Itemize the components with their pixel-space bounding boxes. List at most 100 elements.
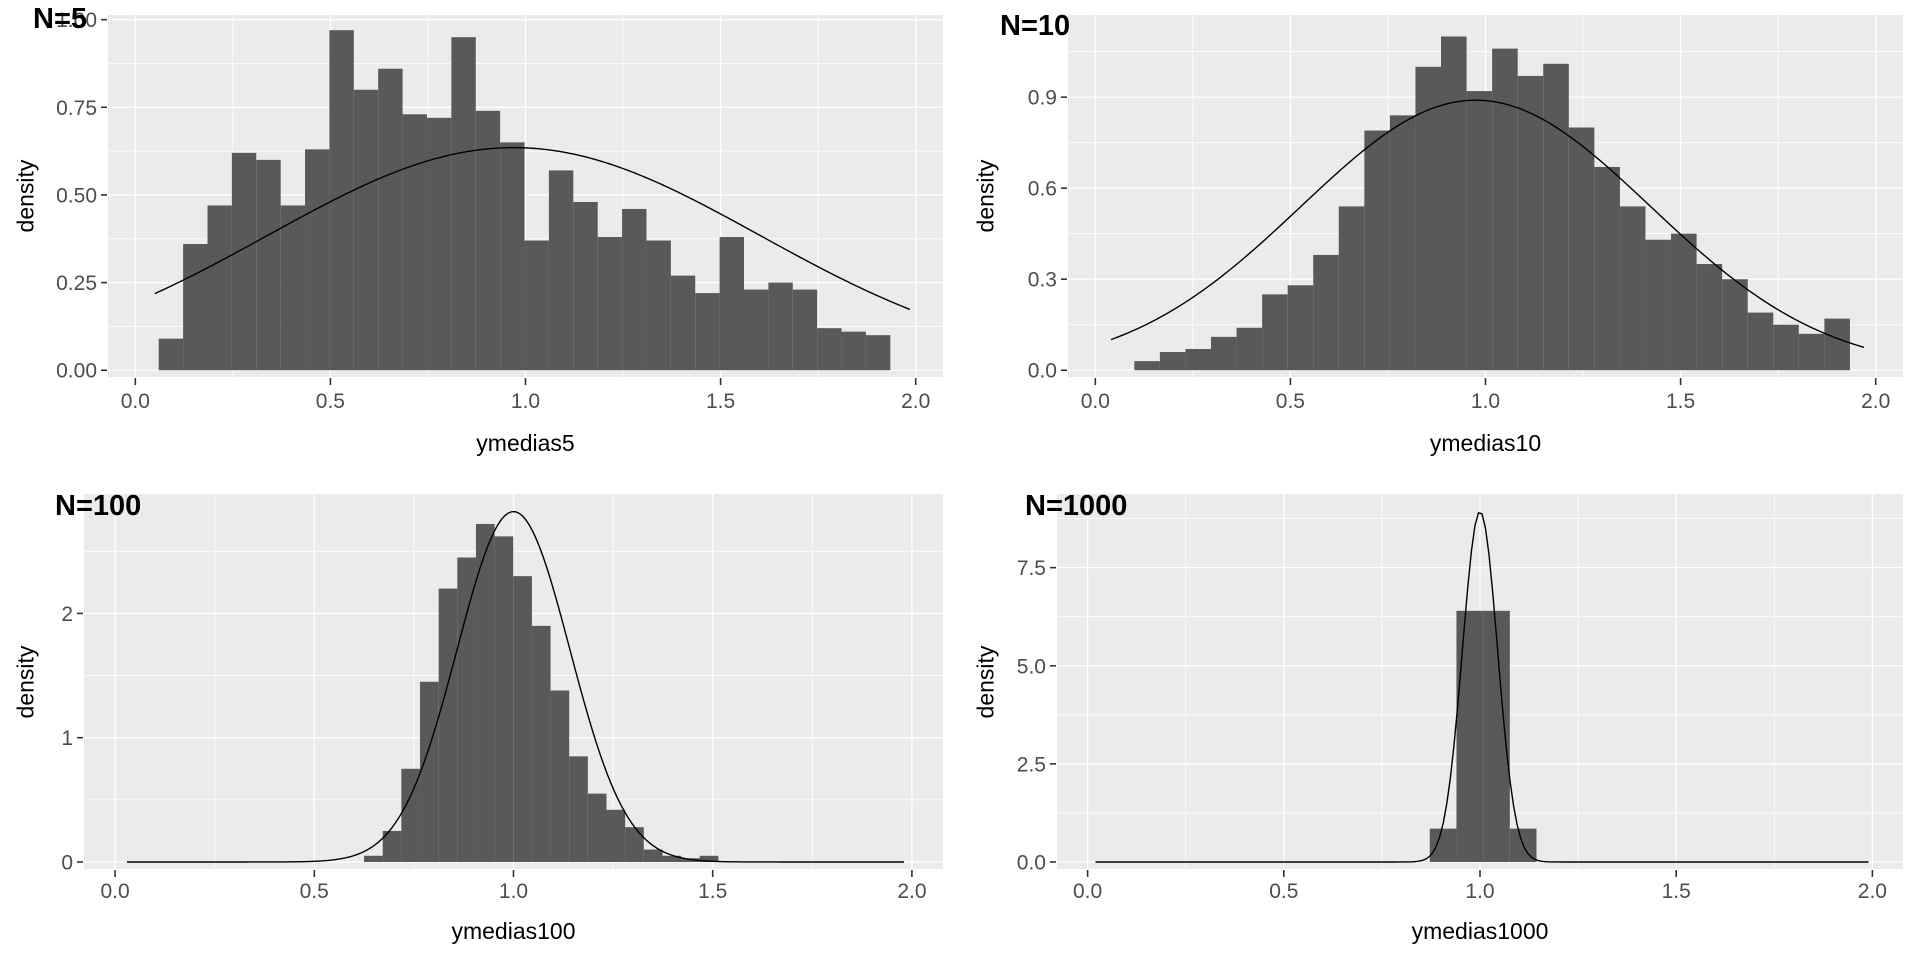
histogram-bar bbox=[643, 849, 663, 862]
panel-title-n100: N=100 bbox=[55, 490, 142, 522]
histogram-bar bbox=[1415, 66, 1442, 371]
histogram-bar bbox=[475, 110, 501, 371]
x-tick-label: 0.5 bbox=[316, 390, 345, 413]
panel-n5-plot: 0.0 0.5 1.0 1.5 2.0 0.00 0.25 0.50 0.75 1.00 bbox=[56, 9, 943, 413]
histogram-bar bbox=[451, 37, 476, 371]
x-tick-label: 2.0 bbox=[897, 880, 926, 903]
y-tick-label: 5.0 bbox=[1017, 655, 1046, 678]
histogram-bar bbox=[457, 557, 476, 862]
panel-n100-plot: 0.0 0.5 1.0 1.5 2.0 0 1 2 bbox=[61, 494, 943, 903]
x-tick-label: 1.5 bbox=[1666, 390, 1695, 413]
histogram-bar bbox=[1747, 312, 1774, 371]
histogram-bar bbox=[744, 289, 769, 371]
y-tick-label: 0 bbox=[61, 851, 73, 874]
histogram-bar bbox=[500, 142, 525, 371]
y-tick-label: 0.3 bbox=[1028, 269, 1057, 292]
x-axis-title-ymedias5: ymedias5 bbox=[476, 430, 575, 456]
y-tick-label: 1.00 bbox=[56, 9, 97, 32]
histogram-bar bbox=[402, 114, 427, 371]
histogram-bar bbox=[1287, 285, 1314, 371]
histogram-bar bbox=[1236, 327, 1263, 371]
y-tick-label: 2.5 bbox=[1017, 753, 1046, 776]
histogram-bar bbox=[646, 240, 671, 371]
y-tick-label: 7.5 bbox=[1017, 557, 1046, 580]
histogram-bar bbox=[792, 289, 818, 371]
y-tick-label: 0.50 bbox=[56, 184, 97, 207]
y-tick-label: 1 bbox=[61, 727, 73, 750]
x-axis-title-ymedias10: ymedias10 bbox=[1429, 430, 1542, 456]
x-tick-label: 0.0 bbox=[1073, 880, 1102, 903]
x-tick-label: 1.0 bbox=[1471, 390, 1500, 413]
histogram-bar bbox=[1159, 352, 1186, 371]
histogram-bar bbox=[1517, 75, 1544, 371]
y-tick-label: 0.75 bbox=[56, 97, 97, 120]
x-axis-title-ymedias1000: ymedias1000 bbox=[1411, 918, 1549, 944]
histogram-bar bbox=[475, 523, 495, 862]
panel-title-n1000: N=1000 bbox=[1025, 490, 1128, 522]
histogram-bar bbox=[1824, 318, 1850, 371]
histogram-bar bbox=[550, 690, 570, 862]
x-tick-label: 1.5 bbox=[698, 880, 727, 903]
histogram-bar bbox=[1441, 36, 1467, 371]
histogram-bar bbox=[1134, 361, 1160, 371]
histogram-bar bbox=[1773, 324, 1799, 371]
panel-n100: 0.0 0.5 1.0 1.5 2.0 0 1 2 N=100 ymedias100 dens… bbox=[0, 480, 960, 960]
histogram-bar bbox=[378, 68, 403, 371]
y-axis-title-density: density bbox=[972, 645, 999, 718]
x-tick-label: 1.0 bbox=[1465, 880, 1494, 903]
panel-title-n10: N=10 bbox=[1000, 10, 1071, 42]
histogram-bar bbox=[606, 809, 626, 862]
histogram-bar bbox=[695, 293, 720, 371]
histogram-bar bbox=[817, 328, 842, 371]
histogram-bar bbox=[1313, 254, 1339, 371]
histogram-bar bbox=[670, 275, 696, 371]
histogram-bar bbox=[305, 149, 330, 371]
histogram-bar bbox=[280, 205, 306, 371]
histogram-bar bbox=[420, 681, 439, 862]
x-tick-label: 0.5 bbox=[1276, 390, 1305, 413]
normal-density-curve bbox=[1095, 512, 1869, 863]
histogram-bar bbox=[256, 159, 281, 371]
histogram-bar bbox=[1671, 233, 1697, 371]
histogram-bar bbox=[1185, 348, 1212, 371]
histogram-bar bbox=[1364, 130, 1390, 371]
histogram-bar bbox=[524, 240, 549, 371]
normal-density-curve bbox=[1110, 99, 1865, 348]
histogram-bar bbox=[207, 205, 232, 371]
histogram-bar bbox=[597, 237, 623, 371]
histogram-bar bbox=[1645, 239, 1672, 371]
panel-title-n5: N=5 bbox=[33, 3, 88, 35]
x-tick-label: 0.0 bbox=[1081, 390, 1110, 413]
x-tick-label: 1.5 bbox=[1662, 880, 1691, 903]
y-tick-label: 0.0 bbox=[1028, 360, 1057, 383]
histogram-bar bbox=[513, 576, 532, 862]
histogram-bar bbox=[1568, 127, 1595, 371]
x-tick-label: 1.0 bbox=[499, 880, 528, 903]
histogram-bar bbox=[587, 793, 607, 862]
histogram-bar bbox=[364, 855, 383, 862]
panel-n1000-plot: 0.0 0.5 1.0 1.5 2.0 0.0 2.5 5.0 7.5 bbox=[1017, 494, 1903, 903]
x-axis-title-ymedias100: ymedias100 bbox=[451, 918, 576, 944]
y-tick-label: 0.00 bbox=[56, 360, 97, 383]
histogram-bar bbox=[1262, 294, 1288, 371]
y-tick-label: 0.25 bbox=[56, 272, 97, 295]
y-axis-title-density: density bbox=[12, 645, 39, 718]
histogram-bar bbox=[183, 244, 208, 371]
histogram-bar bbox=[1722, 279, 1748, 371]
histogram-bar bbox=[401, 768, 421, 862]
y-tick-label: 0.0 bbox=[1017, 851, 1046, 874]
y-tick-label: 2 bbox=[61, 603, 73, 626]
histogram-bar bbox=[768, 282, 793, 371]
y-tick-label: 0.9 bbox=[1028, 87, 1057, 110]
histogram-bar bbox=[1211, 336, 1237, 371]
panel-n10-plot: 0.0 0.5 1.0 1.5 2.0 0.0 0.3 0.6 0.9 bbox=[1028, 15, 1903, 413]
histogram-bar bbox=[531, 625, 551, 862]
histogram-bar bbox=[1594, 166, 1620, 371]
histogram-bar bbox=[1338, 206, 1365, 371]
x-tick-label: 2.0 bbox=[1858, 880, 1887, 903]
y-axis-title-density: density bbox=[12, 159, 39, 233]
y-tick-label: 0.6 bbox=[1028, 178, 1057, 201]
histogram-bar bbox=[622, 208, 647, 371]
histogram-bar bbox=[699, 855, 719, 862]
